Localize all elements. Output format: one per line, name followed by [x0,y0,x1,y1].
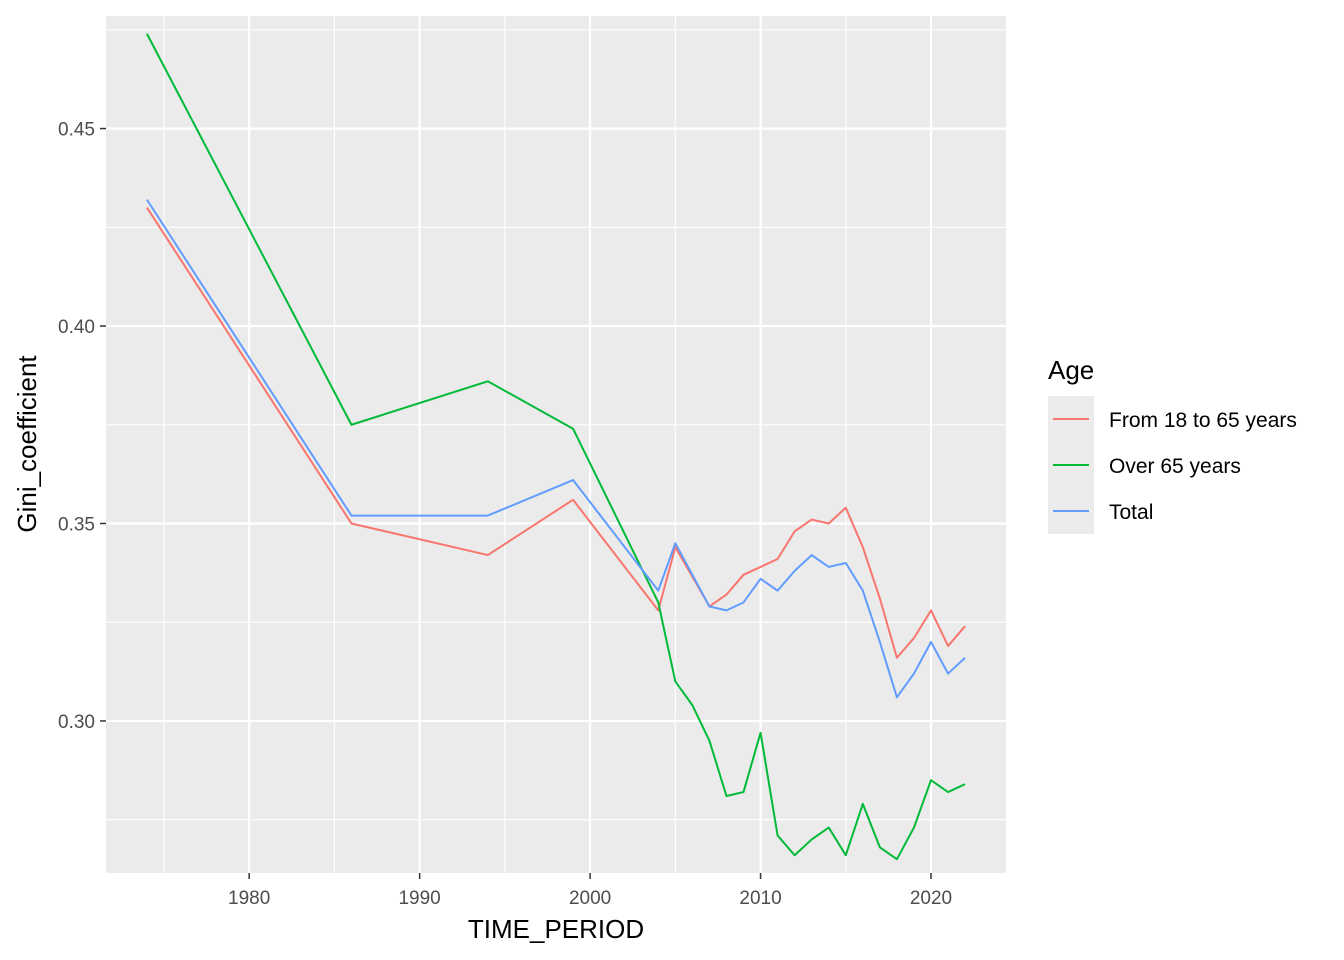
series-lines [146,33,966,861]
x-tick-label: 1990 [398,888,440,909]
minor-gridlines [106,16,1006,873]
y-axis-ticks: 0.30 0.35 0.40 0.45 [58,120,106,733]
legend-label: Total [1109,501,1153,524]
x-axis-title: TIME_PERIOD [468,914,644,944]
x-tick-label: 1980 [228,888,270,909]
legend-label: From 18 to 65 years [1109,409,1297,432]
series-line-0 [146,206,966,659]
series-line-2 [146,199,966,699]
plot-panel [106,16,1006,873]
major-gridlines [106,16,1006,873]
series-line-1 [146,33,966,861]
x-tick-label: 2010 [739,888,781,909]
x-axis-ticks: 1980 1990 2000 2010 2020 [228,873,952,909]
legend-label: Over 65 years [1109,455,1241,478]
y-tick-label: 0.45 [58,120,95,141]
legend-keys: From 18 to 65 years Over 65 years Total [1048,396,1297,534]
y-tick-label: 0.35 [58,514,95,535]
y-tick-label: 0.30 [58,712,95,733]
x-tick-label: 2020 [910,888,952,909]
y-axis-title: Gini_coefficient [12,355,42,533]
y-tick-label: 0.40 [58,317,95,338]
x-tick-label: 2000 [569,888,611,909]
legend: Age From 18 to 65 years Over 65 years Tota… [1048,355,1297,534]
legend-title: Age [1048,355,1094,385]
